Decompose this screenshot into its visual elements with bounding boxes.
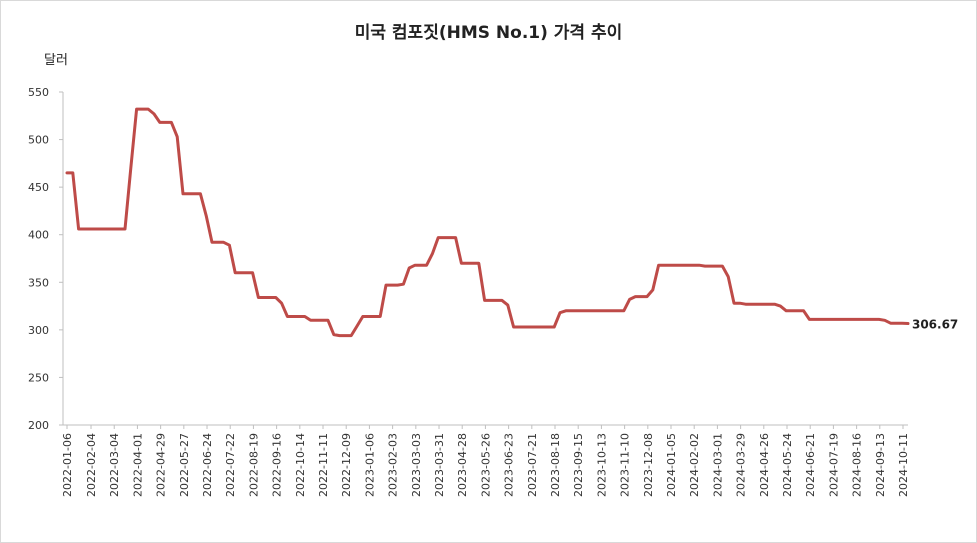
x-tick-label: 2024-07-19: [827, 433, 840, 497]
y-tick-label: 450: [28, 181, 49, 194]
y-axis-unit-label: 달러: [44, 53, 68, 68]
x-tick-label: 2022-06-24: [201, 433, 214, 497]
x-tick-label: 2022-09-16: [271, 433, 284, 497]
x-tick-label: 2024-08-16: [851, 433, 864, 497]
x-tick-label: 2023-03-03: [410, 433, 423, 497]
x-tick-label: 2022-11-11: [317, 433, 330, 497]
y-tick-label: 400: [28, 229, 49, 242]
x-tick-label: 2023-05-26: [479, 433, 492, 497]
x-tick-label: 2022-05-27: [178, 433, 191, 497]
x-tick-label: 2024-10-11: [897, 433, 910, 497]
x-tick-label: 2023-11-10: [619, 433, 632, 497]
x-tick-label: 2023-03-31: [433, 433, 446, 497]
x-tick-label: 2022-10-14: [294, 433, 307, 497]
x-tick-label: 2024-05-24: [781, 433, 794, 497]
y-tick-label: 250: [28, 371, 49, 384]
x-tick-label: 2022-08-19: [247, 433, 260, 497]
x-tick-label: 2023-04-28: [456, 433, 469, 497]
x-tick-label: 2023-08-18: [549, 433, 562, 497]
y-tick-label: 200: [28, 419, 49, 432]
x-tick-label: 2024-06-21: [804, 433, 817, 497]
x-tick-label: 2023-01-06: [363, 433, 376, 497]
x-tick-label: 2022-02-04: [85, 433, 98, 497]
x-tick-label: 2022-12-09: [340, 433, 353, 497]
x-tick-label: 2022-01-06: [61, 433, 74, 497]
y-tick-label: 300: [28, 324, 49, 337]
x-tick-label: 2024-01-05: [665, 433, 678, 497]
y-tick-label: 550: [28, 86, 49, 99]
x-tick-label: 2022-07-22: [224, 433, 237, 497]
x-tick-label: 2023-10-13: [595, 433, 608, 497]
x-tick-label: 2023-02-03: [387, 433, 400, 497]
price-series-line: [65, 107, 910, 338]
x-tick-label: 2024-09-13: [874, 433, 887, 497]
y-tick-label: 350: [28, 276, 49, 289]
x-tick-label: 2022-04-29: [155, 433, 168, 497]
chart-title: 미국 컴포짓(HMS No.1) 가격 추이: [354, 23, 623, 43]
x-tick-label: 2022-04-01: [131, 433, 144, 497]
x-tick-label: 2023-12-08: [642, 433, 655, 497]
x-tick-label: 2022-03-04: [108, 433, 121, 497]
x-tick-label: 2023-06-23: [503, 433, 516, 497]
x-tick-label: 2024-02-02: [688, 433, 701, 497]
last-value-label: 306.67: [912, 318, 958, 332]
x-tick-label: 2023-09-15: [572, 433, 585, 497]
y-tick-label: 500: [28, 134, 49, 147]
x-tick-label: 2024-03-01: [711, 433, 724, 497]
x-tick-label: 2024-04-26: [758, 433, 771, 497]
x-tick-label: 2023-07-21: [526, 433, 539, 497]
x-tick-label: 2024-03-29: [735, 433, 748, 497]
